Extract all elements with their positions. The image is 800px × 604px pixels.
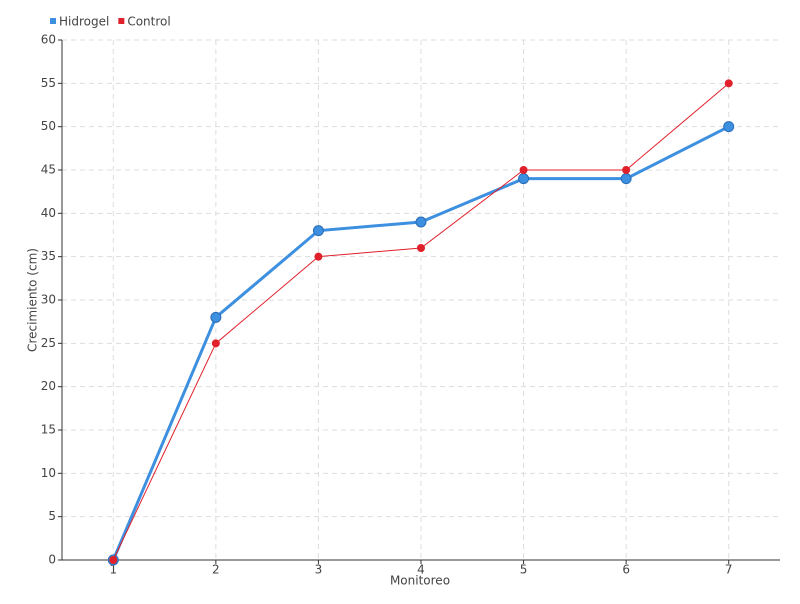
- x-tick-label: 4: [417, 563, 425, 577]
- y-tick-label: 35: [41, 249, 56, 263]
- data-point: [519, 166, 528, 174]
- legend-swatch: [118, 18, 125, 24]
- data-point: [211, 339, 220, 348]
- x-tick-label: 7: [725, 563, 733, 577]
- y-tick-label: 45: [41, 163, 56, 177]
- legend-label: Control: [127, 15, 170, 29]
- y-tick-label: 15: [41, 423, 56, 437]
- data-point: [210, 311, 222, 323]
- data-point: [518, 173, 530, 185]
- y-tick-label: 55: [41, 76, 56, 90]
- data-point: [312, 225, 324, 237]
- data-point: [415, 216, 427, 228]
- data-point: [417, 244, 425, 252]
- x-tick-label: 3: [315, 563, 323, 577]
- y-tick-label: 25: [41, 336, 56, 350]
- legend-swatch: [50, 18, 56, 24]
- data-point: [109, 556, 118, 564]
- y-tick-label: 5: [48, 509, 56, 523]
- y-tick-label: 60: [41, 33, 56, 47]
- y-axis-label: Crecimiento (cm): [26, 248, 40, 352]
- x-tick-label: 6: [622, 563, 630, 577]
- x-tick-label: 1: [109, 563, 117, 577]
- y-tick-label: 0: [48, 553, 56, 567]
- x-tick-label: 5: [520, 563, 528, 577]
- legend-label: Hidrogel: [59, 15, 109, 29]
- x-axis-label: Monitoreo: [390, 574, 450, 588]
- y-tick-label: 30: [41, 293, 56, 307]
- data-point: [620, 173, 632, 185]
- y-tick-label: 50: [41, 119, 56, 133]
- y-tick-label: 40: [41, 206, 56, 220]
- data-point: [724, 79, 733, 88]
- data-point: [622, 166, 631, 174]
- y-tick-label: 10: [41, 466, 56, 480]
- x-tick-label: 2: [212, 563, 220, 577]
- data-point: [314, 252, 323, 261]
- data-point: [723, 121, 735, 133]
- y-tick-label: 20: [41, 379, 56, 393]
